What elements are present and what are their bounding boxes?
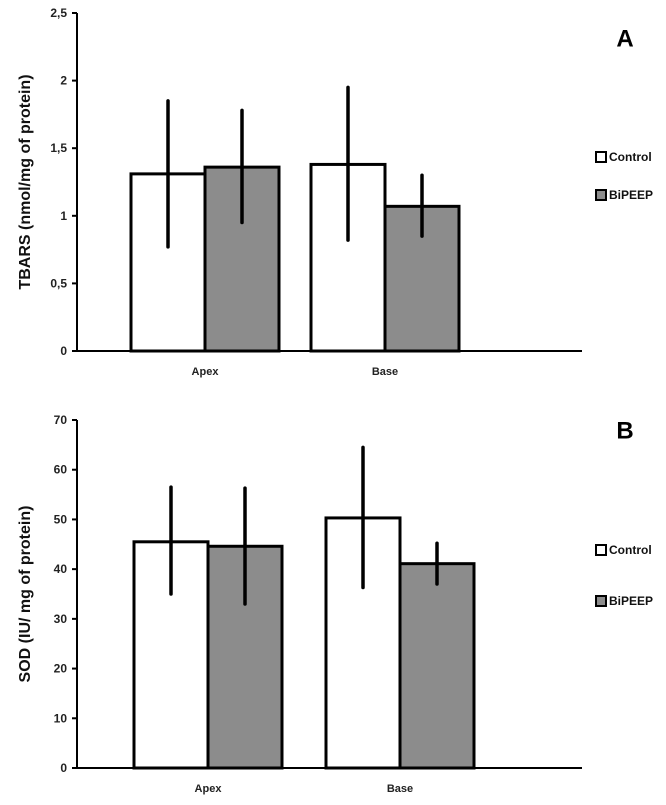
y-tick-label: 40: [54, 562, 68, 576]
y-tick-label: 0: [60, 344, 67, 358]
legend-label-bipeep: BiPEEP: [609, 594, 653, 608]
panel-label: B: [616, 417, 633, 444]
legend-swatch-control: [595, 151, 607, 163]
legend-label-bipeep: BiPEEP: [609, 188, 653, 202]
y-tick-label: 70: [54, 413, 68, 427]
y-tick-label: 0: [60, 761, 67, 775]
y-tick-label: 10: [54, 711, 68, 725]
y-tick-label: 1,5: [50, 141, 67, 155]
y-tick-label: 20: [54, 662, 68, 676]
legend-label-control: Control: [609, 543, 652, 557]
y-tick-label: 60: [54, 463, 68, 477]
legend: Control BiPEEP: [595, 543, 653, 608]
y-tick-label: 0,5: [50, 276, 67, 290]
y-tick-label: 1: [60, 209, 67, 223]
y-tick-label: 2,5: [50, 6, 67, 20]
legend: Control BiPEEP: [595, 150, 653, 202]
y-axis-title: TBARS (nmol/mg of protein): [17, 74, 34, 289]
legend-label-control: Control: [609, 150, 652, 164]
chart-panel-b: 0 10 20 30 40 50 60 70 Apex Base SOD (IU/ mg of pr…: [17, 413, 653, 795]
x-tick-label: Apex: [192, 366, 220, 378]
chart-panel-a: 0 0,5 1 1,5 2 2,5 Apex Base TBARS (nmol/mg of pr…: [17, 6, 653, 378]
x-tick-label: Base: [387, 783, 413, 795]
y-tick-label: 30: [54, 612, 68, 626]
legend-swatch-bipeep: [595, 595, 607, 607]
legend-swatch-control: [595, 544, 607, 556]
x-tick-label: Base: [372, 366, 398, 378]
panel-label: A: [616, 25, 633, 52]
bar-bipeep-base: [398, 562, 476, 770]
y-tick-label: 2: [60, 74, 67, 88]
y-tick-label: 50: [54, 512, 68, 526]
legend-swatch-bipeep: [595, 189, 607, 201]
x-tick-label: Apex: [195, 783, 223, 795]
y-axis-title: SOD (IU/ mg of protein): [17, 506, 34, 683]
